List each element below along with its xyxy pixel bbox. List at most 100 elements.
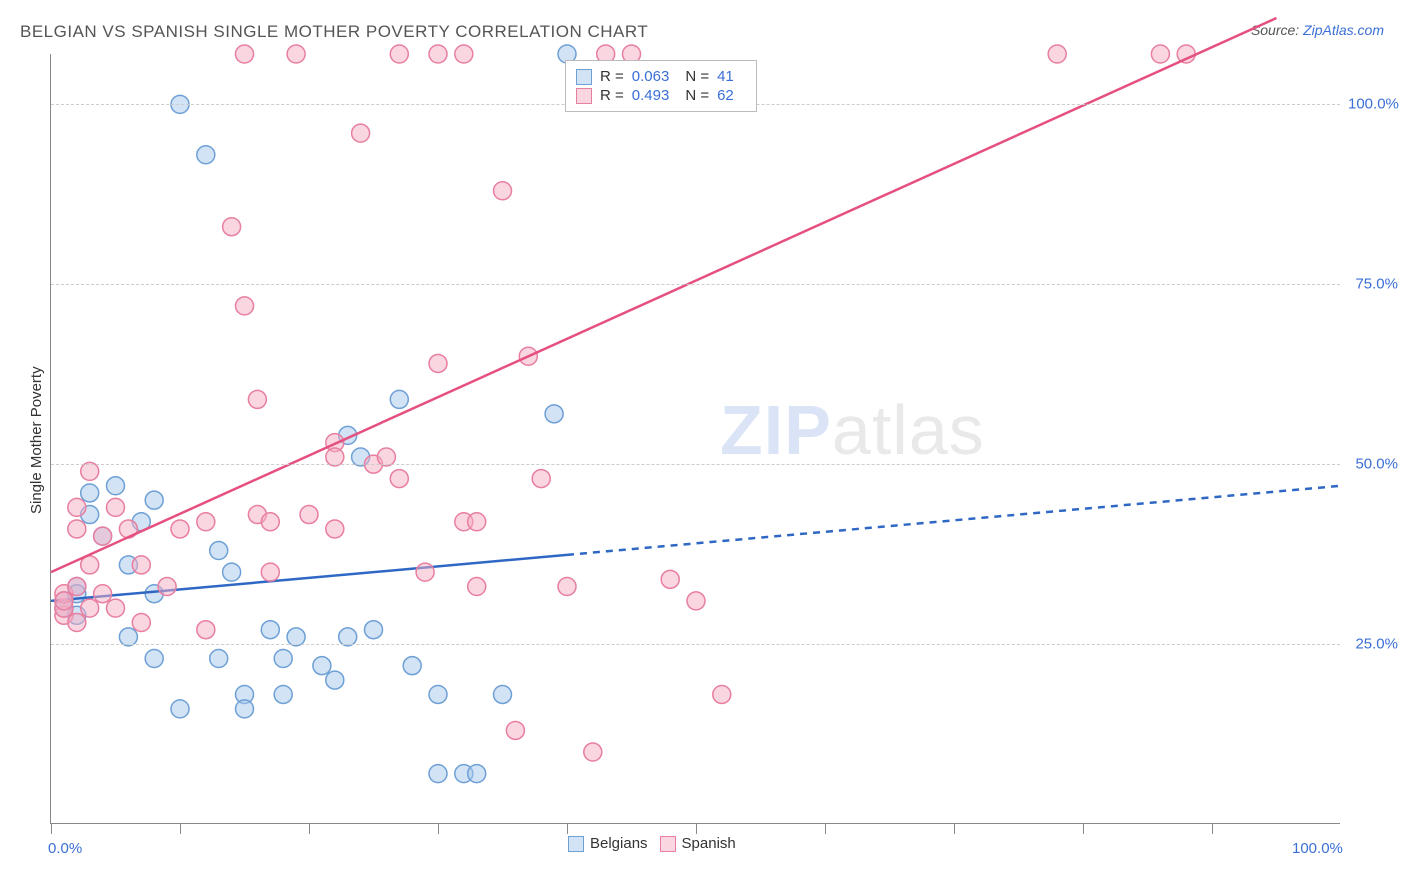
spanish-point [132,614,150,632]
belgians-point [145,649,163,667]
spanish-swatch [576,88,592,104]
spanish-point [494,182,512,200]
spanish-point [171,520,189,538]
legend-label-belgians: Belgians [590,835,648,852]
x-tick [309,824,310,834]
spanish-point [390,45,408,63]
spanish-point [248,390,266,408]
source-attribution: Source: ZipAtlas.com [1251,22,1384,38]
belgians-swatch [576,69,592,85]
belgians-point [171,700,189,718]
x-tick [954,824,955,834]
legend-label-spanish: Spanish [682,835,736,852]
spanish-point [197,513,215,531]
belgians-point [145,491,163,509]
belgians-point [545,405,563,423]
spanish-point [429,45,447,63]
legend-r-label-b: R = [600,68,624,85]
belgians-point [429,685,447,703]
x-tick [438,824,439,834]
belgians-point [326,671,344,689]
source-link[interactable]: ZipAtlas.com [1303,22,1384,38]
spanish-point [390,470,408,488]
gridline [51,284,1340,285]
y-tick-label: 100.0% [1348,96,1398,113]
plot-area: 25.0%50.0%75.0%100.0% [50,54,1340,824]
spanish-point [55,592,73,610]
y-axis-label: Single Mother Poverty [28,366,45,514]
belgians-point [210,542,228,560]
legend-row-belgians: R = 0.063 N = 41 [576,67,742,86]
belgians-point [223,563,241,581]
spanish-point [455,45,473,63]
spanish-point [1151,45,1169,63]
spanish-point [287,45,305,63]
spanish-point [236,45,254,63]
legend-r-value-s: 0.493 [632,87,670,104]
belgians-point [81,484,99,502]
belgians-point [403,657,421,675]
legend-r-value-b: 0.063 [632,68,670,85]
spanish-point [468,513,486,531]
spanish-point [532,470,550,488]
spanish-point [223,218,241,236]
correlation-legend: R = 0.063 N = 41 R = 0.493 N = 62 [565,60,757,112]
legend-row-spanish: R = 0.493 N = 62 [576,86,742,105]
belgians-point [313,657,331,675]
x-tick [696,824,697,834]
x-tick [180,824,181,834]
spanish-point [197,621,215,639]
spanish-point [584,743,602,761]
belgians-point [261,621,279,639]
x-axis-max-label: 100.0% [1292,840,1343,857]
spanish-point [1048,45,1066,63]
spanish-point [132,556,150,574]
legend-n-value-b: 41 [717,68,734,85]
spanish-point [558,578,576,596]
x-tick [825,824,826,834]
spanish-point [107,498,125,516]
chart-container: BELGIAN VS SPANISH SINGLE MOTHER POVERTY… [0,0,1406,892]
spanish-point [687,592,705,610]
spanish-point [94,585,112,603]
legend-r-label-s: R = [600,87,624,104]
spanish-point [81,599,99,617]
series-legend: Belgians Spanish [568,835,736,852]
belgians-point [197,146,215,164]
legend-n-value-s: 62 [717,87,734,104]
belgians-trendline-dashed [567,486,1341,555]
belgians-point [468,765,486,783]
spanish-point [261,513,279,531]
source-label: Source: [1251,22,1299,38]
belgians-point [107,477,125,495]
spanish-point [236,297,254,315]
spanish-swatch-bottom [660,836,676,852]
scatter-plot-svg [51,54,1341,824]
spanish-point [1177,45,1195,63]
belgians-point [236,700,254,718]
spanish-point [429,354,447,372]
x-tick [1212,824,1213,834]
x-axis-min-label: 0.0% [48,840,82,857]
legend-n-label-s: N = [685,87,709,104]
legend-item-belgians: Belgians [568,835,648,852]
belgians-point [365,621,383,639]
y-tick-label: 25.0% [1348,636,1398,653]
spanish-point [107,599,125,617]
spanish-point [661,570,679,588]
legend-n-label-b: N = [685,68,709,85]
spanish-point [261,563,279,581]
y-tick-label: 50.0% [1348,456,1398,473]
spanish-point [326,520,344,538]
belgians-point [210,649,228,667]
spanish-point [68,520,86,538]
spanish-point [506,721,524,739]
x-tick [567,824,568,834]
spanish-point [68,498,86,516]
legend-item-spanish: Spanish [660,835,736,852]
spanish-point [158,578,176,596]
gridline [51,464,1340,465]
spanish-point [416,563,434,581]
spanish-point [68,578,86,596]
belgians-point [494,685,512,703]
